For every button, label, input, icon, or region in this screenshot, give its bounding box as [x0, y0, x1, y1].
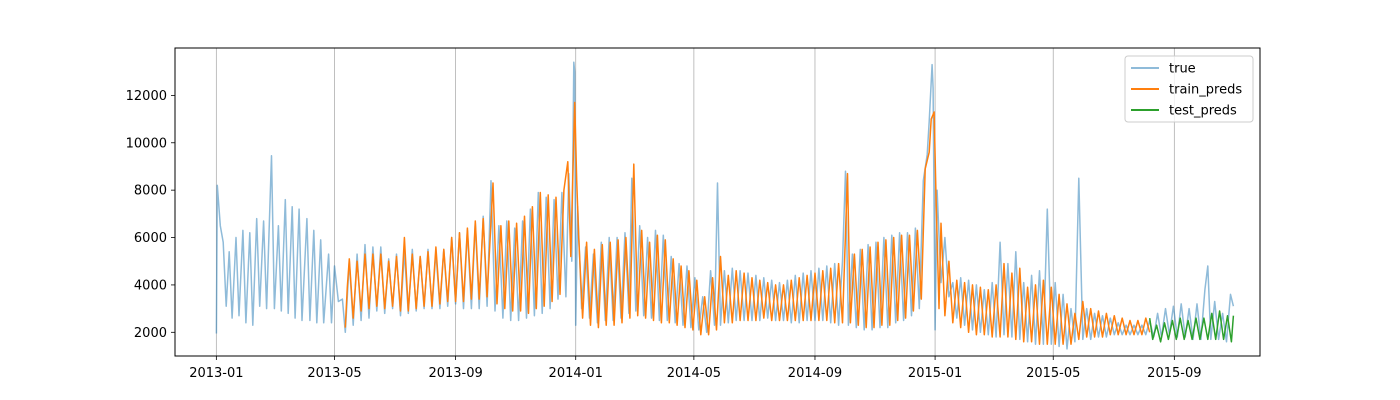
x-tick-label: 2015-09 [1147, 366, 1201, 381]
axes-frame [174, 47, 1261, 357]
x-tick-label: 2015-01 [908, 366, 962, 381]
x-tick-label: 2013-09 [428, 366, 482, 381]
x-tick-label: 2015-05 [1026, 366, 1080, 381]
legend-label: test_preds [1169, 104, 1237, 119]
y-tick-label: 8000 [134, 184, 167, 199]
y-axis: 2000 4000 6000 8000 10000 12000 [126, 89, 175, 341]
y-tick-label: 12000 [126, 89, 167, 104]
series-line-train-preds [344, 101, 1151, 345]
legend-label: train_preds [1169, 83, 1242, 98]
y-tick-label: 6000 [134, 231, 167, 246]
plot-area [215, 61, 1235, 350]
x-tick-label: 2014-01 [549, 366, 603, 381]
x-tick-label: 2014-05 [667, 366, 721, 381]
y-tick-label: 2000 [134, 326, 167, 341]
x-tick-label: 2014-09 [788, 366, 842, 381]
y-tick-label: 4000 [134, 278, 167, 293]
y-tick-label: 10000 [126, 136, 167, 151]
legend: true train_preds test_preds [1124, 55, 1254, 123]
legend-label: true [1169, 62, 1196, 77]
x-tick-label: 2013-01 [189, 366, 243, 381]
legend-box [1124, 55, 1254, 123]
x-axis: 2013-01 2013-05 2013-09 2014-01 2014-05 2014-… [189, 356, 1202, 381]
x-tick-label: 2013-05 [307, 366, 361, 381]
series-lines [215, 61, 1235, 350]
series-line-test-preds [1148, 310, 1235, 343]
